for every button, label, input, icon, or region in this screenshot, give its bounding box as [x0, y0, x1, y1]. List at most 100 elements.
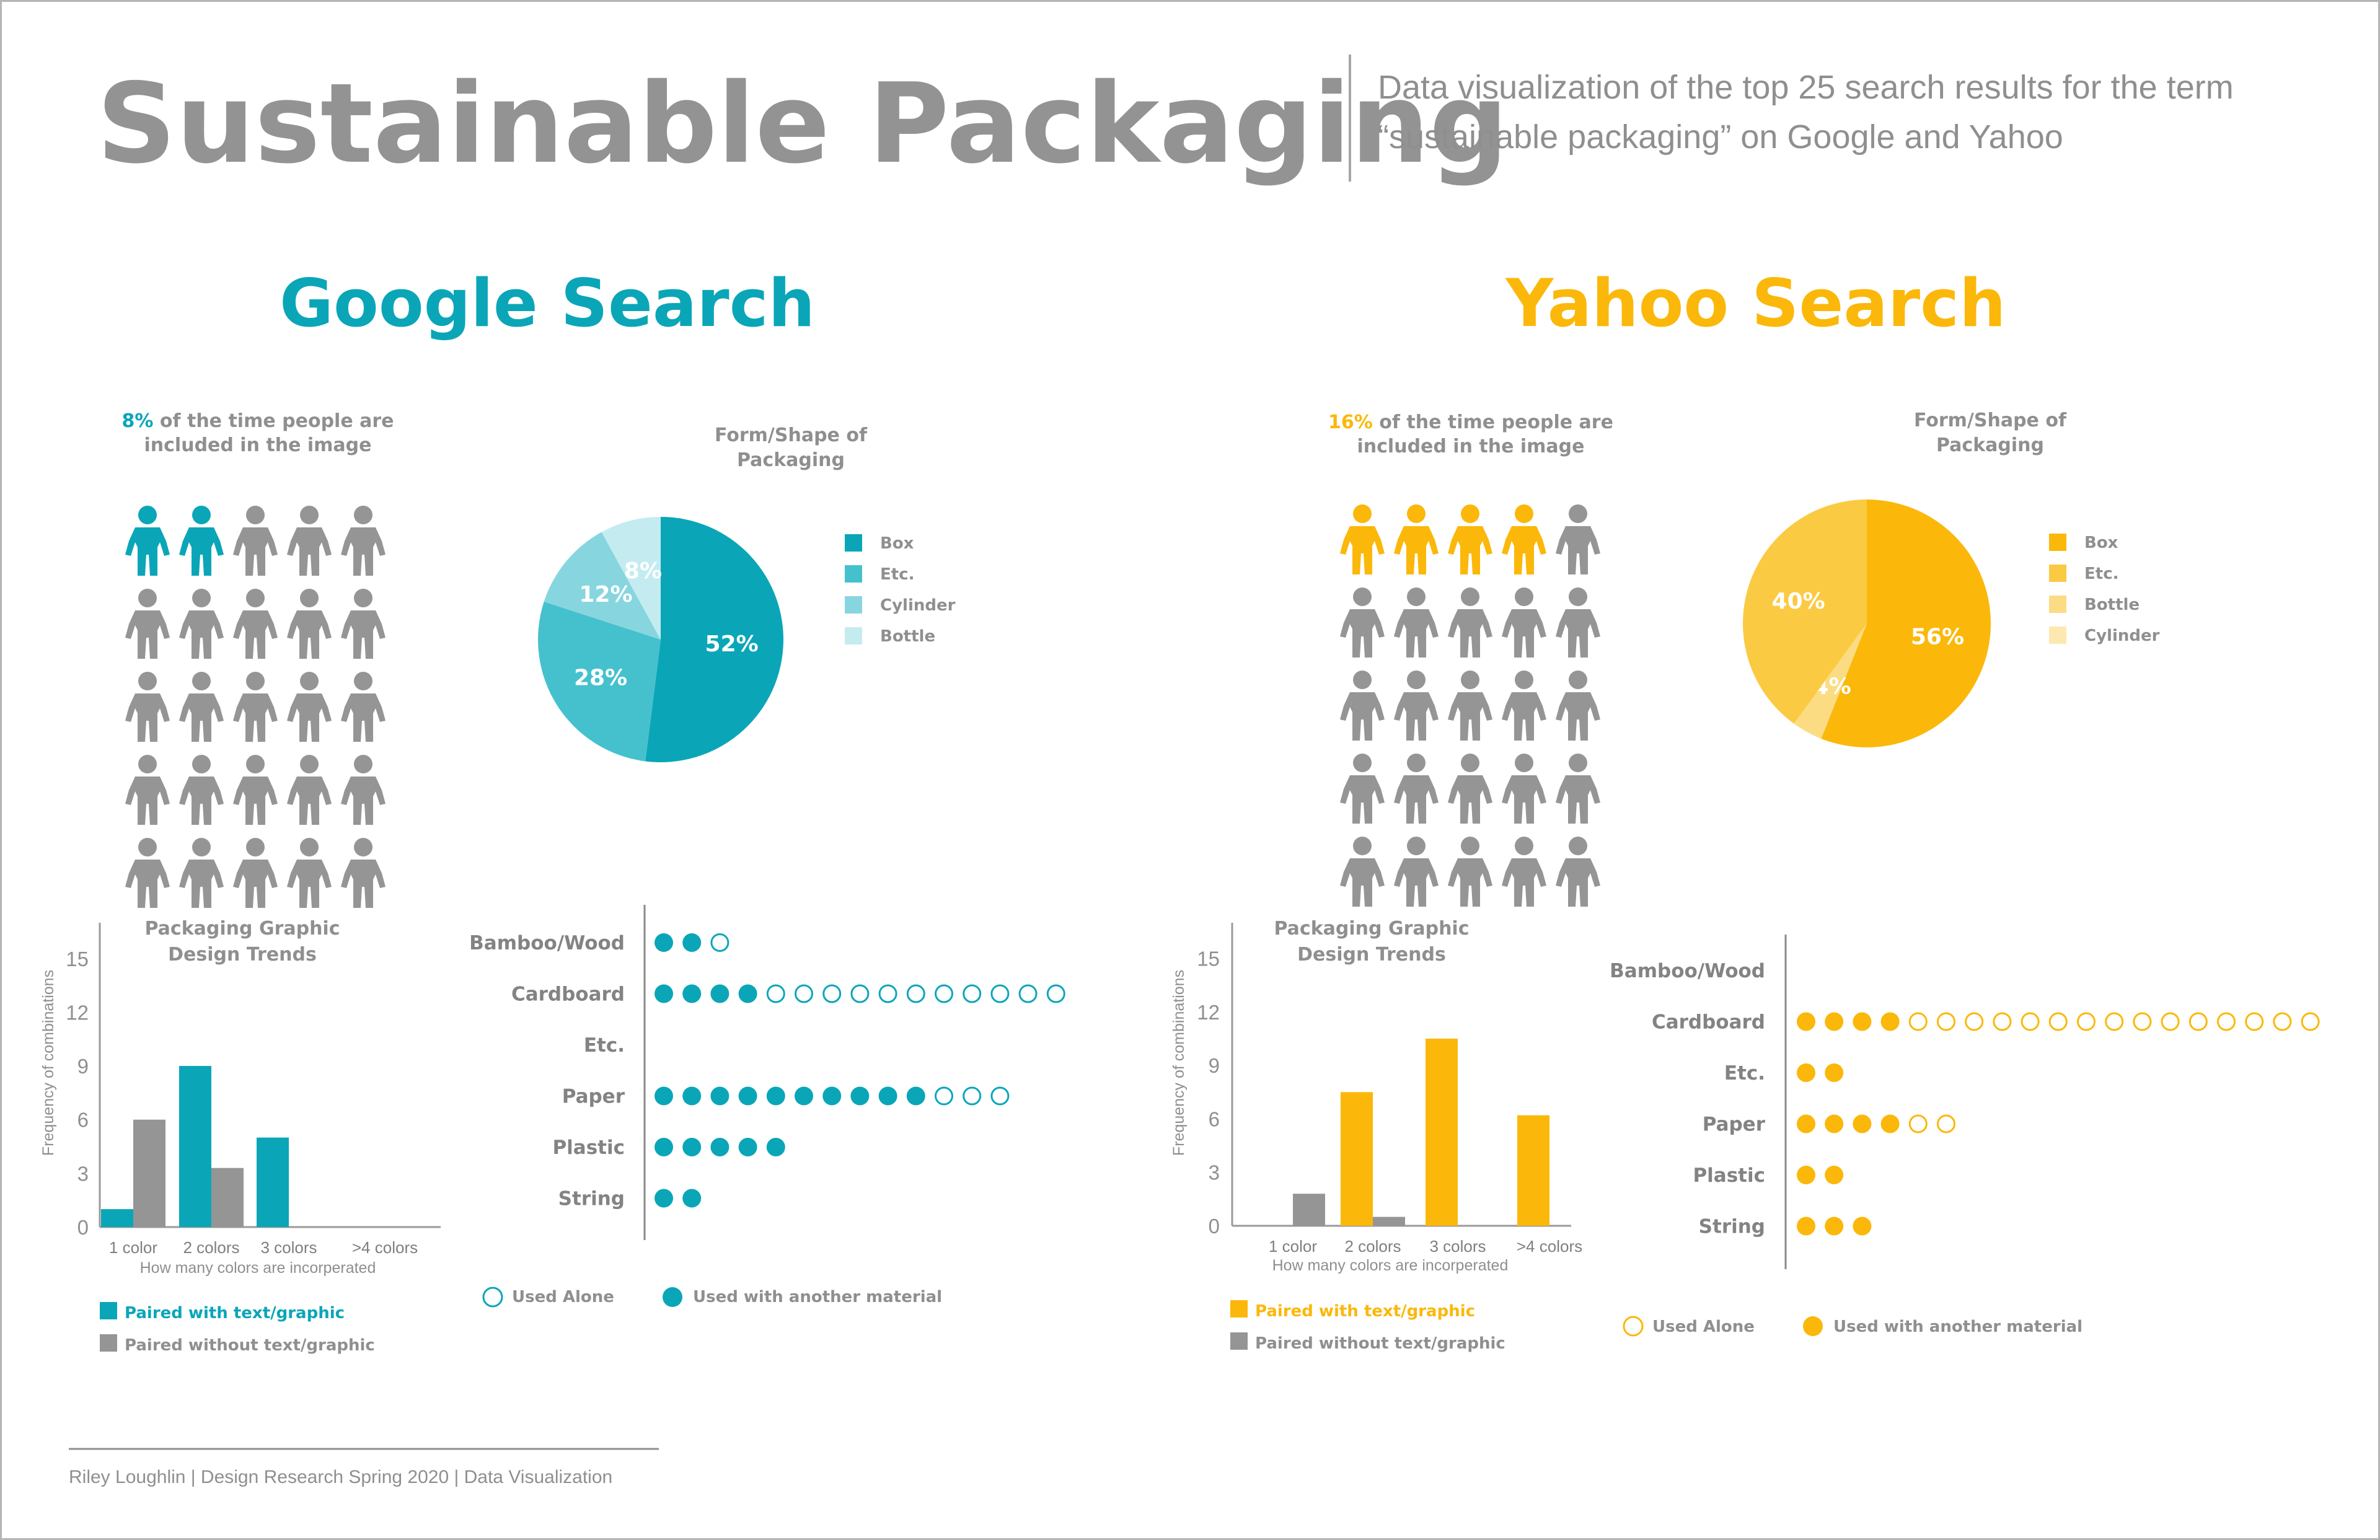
yahoo-bar-ytick: 15 — [1197, 948, 1220, 970]
yahoo-bar-ytick: 12 — [1197, 1001, 1220, 1024]
yahoo-pie-legend-label: Box — [2084, 534, 2118, 552]
google-bar-legend-label-1: Paired with text/graphic — [125, 1304, 345, 1322]
google-person-icon-body — [287, 610, 332, 659]
google-filled-circle-icon — [682, 1189, 702, 1208]
yahoo-person-icon-head — [1515, 754, 1533, 772]
yahoo-bar-ytick: 6 — [1209, 1107, 1220, 1130]
google-empty-circle-icon — [963, 984, 982, 1003]
google-person-icon-head — [246, 755, 265, 773]
yahoo-filled-circle-icon — [1797, 1063, 1815, 1082]
google-person-icon-body — [287, 777, 332, 825]
yahoo-filled-circle-icon — [1825, 1166, 1844, 1184]
yahoo-pie-legend-label: Etc. — [2084, 565, 2118, 583]
google-person-icon-head — [354, 589, 372, 607]
google-filled-circle-icon — [738, 1086, 757, 1106]
yahoo-pie-slice-bottle — [1794, 623, 1867, 739]
yahoo-empty-circle-icon — [1993, 1012, 2012, 1031]
google-filled-circle-icon — [822, 1086, 842, 1106]
google-empty-circle-icon — [710, 933, 729, 952]
google-pie-title-line-2: Packaging — [737, 449, 845, 471]
google-pie-slice-cylinder — [544, 532, 661, 640]
yahoo-bar-ylabel: Frequency of combinations — [1170, 970, 1188, 1156]
google-bar-legend-swatch-icon — [100, 1334, 117, 1352]
google-filled-circle-icon — [682, 1138, 702, 1156]
google-people-caption-rest: of the time people are — [153, 410, 394, 432]
google-filled-circle-icon — [682, 1086, 702, 1106]
google-empty-circle-icon — [935, 1086, 953, 1106]
google-filled-circle-icon — [654, 1189, 673, 1208]
yahoo-pie-legend-swatch-icon — [2049, 627, 2066, 644]
yahoo-person-icon-body — [1340, 775, 1385, 824]
yahoo-bar-legend-label-1: Paired with text/graphic — [1255, 1302, 1475, 1321]
yahoo-person-icon-head — [1569, 837, 1587, 855]
yahoo-empty-circle-icon — [1965, 1012, 1984, 1031]
google-person-icon-head — [246, 589, 265, 607]
yahoo-empty-circle-icon — [2273, 1012, 2292, 1031]
google-pie-legend-label: Box — [880, 534, 914, 553]
google-pie-slice-bottle — [601, 517, 661, 640]
google-dot-row-label: Etc. — [584, 1034, 625, 1057]
yahoo-bar-ytick: 3 — [1209, 1161, 1220, 1184]
yahoo-person-icon-head — [1407, 504, 1426, 523]
google-empty-circle-icon — [963, 1086, 982, 1106]
yahoo-person-icon-body — [1556, 526, 1600, 574]
google-person-icon-body — [179, 610, 224, 659]
yahoo-person-icon-body — [1448, 609, 1492, 658]
yahoo-person-icon-body — [1502, 775, 1546, 824]
google-person-icon-body — [125, 527, 170, 576]
google-filled-circle-icon — [878, 1086, 897, 1106]
yahoo-filled-circle-icon — [1853, 1217, 1872, 1236]
yahoo-pie-legend-swatch-icon — [2049, 534, 2066, 551]
yahoo-person-icon-body — [1502, 609, 1546, 658]
google-person-icon-body — [179, 860, 224, 908]
google-bar — [257, 1137, 289, 1227]
google-dot-row-label: Paper — [562, 1086, 625, 1108]
google-bar-legend-swatch-icon — [100, 1302, 117, 1319]
yahoo-filled-circle-icon — [1797, 1166, 1815, 1184]
google-empty-circle-icon — [766, 984, 785, 1003]
google-person-icon-body — [233, 610, 278, 659]
google-empty-circle-icon — [850, 984, 870, 1003]
google-pie-legend-swatch-icon — [845, 627, 862, 645]
yahoo-person-icon-head — [1353, 587, 1372, 606]
yahoo-person-icon-head — [1407, 587, 1426, 606]
yahoo-dot-legend-filled-circle-icon — [1803, 1316, 1823, 1336]
google-bar-category-label: 1 color — [109, 1238, 157, 1257]
google-empty-circle-icon — [878, 984, 897, 1003]
google-bar-ytick: 3 — [77, 1162, 89, 1185]
google-bar-category-label: 2 colors — [183, 1238, 239, 1257]
google-empty-circle-icon — [1046, 984, 1065, 1003]
google-bar-ytick: 6 — [77, 1109, 89, 1132]
google-person-icon-body — [125, 693, 170, 742]
yahoo-filled-circle-icon — [1825, 1063, 1844, 1082]
yahoo-bar-category-label: 1 color — [1269, 1237, 1317, 1256]
google-person-icon-body — [233, 777, 278, 825]
yahoo-pie-legend-label: Cylinder — [2084, 627, 2160, 645]
google-pie-slice-etc — [537, 601, 661, 762]
google-dot-legend-empty-circle-icon — [482, 1287, 503, 1308]
yahoo-empty-circle-icon — [2245, 1012, 2264, 1031]
yahoo-bar-title-line-2: Design Trends — [1297, 944, 1446, 966]
yahoo-pie-slice-box — [1821, 499, 1991, 747]
yahoo-person-icon-body — [1394, 609, 1439, 658]
yahoo-person-icon-body — [1448, 858, 1492, 907]
google-dot-row-label: String — [558, 1188, 625, 1210]
google-person-icon-head — [138, 672, 157, 690]
yahoo-dot-row-label: Plastic — [1693, 1164, 1765, 1187]
yahoo-person-icon-body — [1502, 526, 1546, 574]
google-search-heading: Google Search — [280, 265, 815, 341]
yahoo-bar-legend-swatch-icon — [1230, 1300, 1248, 1318]
google-person-icon-head — [192, 838, 211, 856]
yahoo-person-icon-body — [1448, 526, 1492, 574]
google-filled-circle-icon — [738, 1138, 757, 1156]
yahoo-empty-circle-icon — [2301, 1012, 2320, 1031]
google-bar-category-label: 3 colors — [260, 1238, 317, 1257]
yahoo-search-heading: Yahoo Search — [1505, 265, 2006, 341]
google-dot-row-label: Bamboo/Wood — [469, 932, 625, 954]
google-pie-legend-swatch-icon — [845, 596, 862, 614]
google-person-icon-head — [138, 838, 157, 856]
yahoo-person-icon-body — [1340, 858, 1385, 907]
google-empty-circle-icon — [990, 984, 1010, 1003]
yahoo-pie-legend-swatch-icon — [2049, 596, 2066, 613]
yahoo-pie-title-line-1: Form/Shape of — [1914, 410, 2067, 431]
